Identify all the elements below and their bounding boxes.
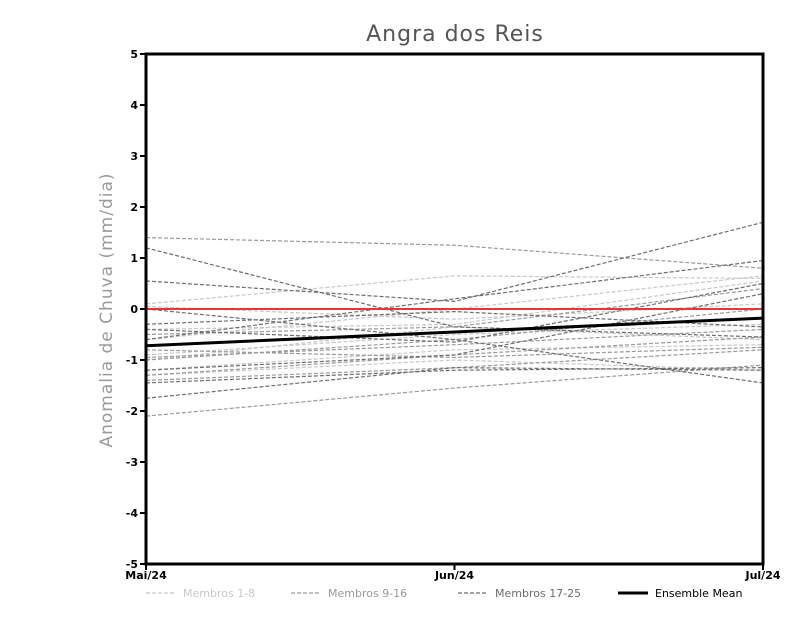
x-tick-label: Mai/24 xyxy=(125,569,167,582)
y-axis-label: Anomalia de Chuva (mm/dia) xyxy=(97,172,117,447)
member-series-line xyxy=(145,259,764,341)
legend-label: Membros 17-25 xyxy=(495,587,581,600)
member-series-line xyxy=(145,323,764,356)
member-series-line xyxy=(145,367,764,384)
chart-title: Angra dos Reis xyxy=(366,22,544,47)
y-tick-label: -3 xyxy=(126,456,138,469)
member-series-line xyxy=(145,326,764,361)
y-tick-label: -1 xyxy=(126,354,138,367)
ensemble-mean-line xyxy=(145,316,764,348)
member-series-line xyxy=(145,310,764,328)
y-tick-label: 4 xyxy=(130,99,138,112)
y-tick-label: 5 xyxy=(130,48,138,61)
member-series-line xyxy=(145,367,764,399)
member-series-line xyxy=(145,303,764,320)
y-tick-label: -5 xyxy=(126,558,138,571)
member-series-line xyxy=(145,308,764,384)
member-series-line xyxy=(145,346,764,359)
y-tick-label: 3 xyxy=(130,150,138,163)
member-series-line xyxy=(145,328,764,359)
member-series-line xyxy=(145,359,764,376)
y-tick-label: 1 xyxy=(130,252,138,265)
legend-label: Ensemble Mean xyxy=(655,587,742,600)
y-tick-label: 0 xyxy=(130,303,138,316)
member-series-line xyxy=(145,280,764,330)
legend: Membros 1-8 Membros 9-16 Membros 17-25 Ense… xyxy=(146,587,742,600)
member-series-line xyxy=(145,364,764,417)
member-series-line xyxy=(145,247,764,338)
member-series-line xyxy=(145,275,764,341)
x-tick-label: Jul/24 xyxy=(744,569,780,582)
member-series-line xyxy=(145,237,764,269)
member-series-line xyxy=(145,275,764,305)
member-series-line xyxy=(145,293,764,371)
x-tick-label: Jun/24 xyxy=(434,569,474,582)
member-series-line xyxy=(145,349,764,381)
legend-label: Membros 1-8 xyxy=(183,587,255,600)
y-tick-label: -2 xyxy=(126,405,138,418)
y-tick-label: -4 xyxy=(126,507,139,520)
legend-label: Membros 9-16 xyxy=(328,587,407,600)
y-tick-label: 2 xyxy=(130,201,138,214)
plot-area: -5 -4 -3 -2 -1 0 1 2 3 4 5 Mai/24 Jun/24 Jul/24 xyxy=(125,48,781,582)
member-series-line xyxy=(145,344,764,371)
member-series-line xyxy=(145,221,764,302)
plot-frame xyxy=(144,52,765,566)
member-series-line xyxy=(145,282,764,343)
